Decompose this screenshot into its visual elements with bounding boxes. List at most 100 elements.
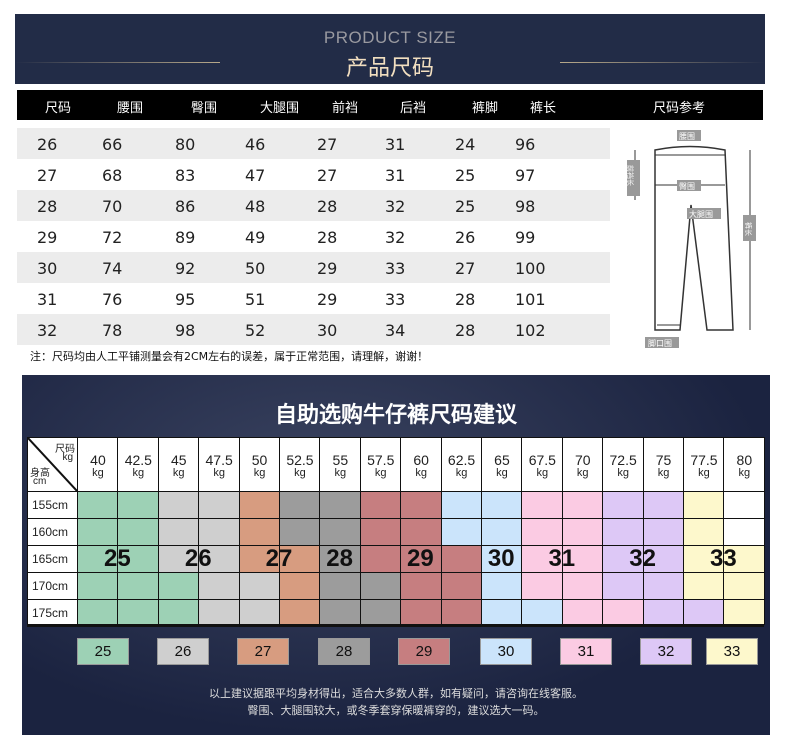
length-label: 裤长 (744, 222, 753, 236)
weight-value: 40 (90, 452, 106, 468)
table-cell: 74 (102, 259, 123, 278)
col-header: 裤脚 (472, 101, 499, 116)
legend-31: 31 (560, 638, 612, 665)
size-cell-31 (561, 599, 604, 625)
table-cell: 27 (317, 135, 338, 154)
size-cell-29 (359, 491, 402, 520)
size-cell-29 (400, 599, 443, 625)
front-rise-label: 前裆长 (626, 165, 635, 186)
table-cell: 52 (245, 321, 266, 340)
table-cell: 89 (175, 228, 196, 247)
size-cell-26 (238, 572, 281, 601)
table-cell: 33 (385, 259, 406, 278)
size-cell-30 (481, 572, 523, 601)
weight-header: 50 kg (238, 437, 281, 493)
table-row: 30 74 92 50 29 33 27 100 (17, 252, 610, 283)
table-row: 26 66 80 46 27 31 24 96 (17, 128, 610, 159)
weight-unit: kg (374, 467, 387, 479)
size-cell-28 (279, 491, 321, 520)
table-cell: 51 (245, 290, 266, 309)
size-cell-25 (117, 518, 160, 547)
size-cell-25 (157, 572, 200, 601)
corner-cell: 尺码 kg 身高 cm (27, 437, 79, 493)
weight-value: 57.5 (367, 452, 395, 468)
weight-value: 47.5 (205, 452, 233, 468)
legend-26: 26 (157, 638, 209, 665)
table-row: 29 72 89 49 28 32 26 99 (17, 221, 610, 252)
corner-kg: kg (62, 452, 73, 463)
size-cell-26 (198, 572, 241, 601)
weight-unit: kg (415, 467, 427, 479)
size-cell-28 (319, 518, 362, 547)
size-cell-30 (521, 599, 564, 625)
legend-29: 29 (398, 638, 450, 665)
size-cell-none (723, 491, 766, 520)
size-cell-31 (521, 491, 564, 520)
table-cell: 72 (102, 228, 123, 247)
table-cell: 32 (385, 197, 406, 216)
table-cell: 46 (245, 135, 266, 154)
table-cell: 28 (317, 197, 338, 216)
size-cell-25 (77, 599, 119, 625)
legend-27: 27 (237, 638, 289, 665)
size-cell-33 (723, 599, 766, 625)
weight-value: 70 (574, 452, 591, 468)
table-cell: 31 (385, 166, 406, 185)
weight-value: 80 (736, 452, 753, 468)
size-cell-32 (642, 491, 685, 520)
size-cell-28 (319, 599, 362, 625)
size-cell-32 (602, 491, 645, 520)
table-cell: 47 (245, 166, 266, 185)
waist-label: 腰围 (679, 132, 695, 141)
weight-unit: kg (294, 467, 306, 479)
weight-value: 45 (170, 452, 187, 468)
weight-value: 42.5 (124, 452, 152, 468)
table-cell: 101 (515, 290, 546, 309)
weight-value: 55 (332, 452, 349, 468)
corner-height: 身高 (30, 468, 50, 479)
table-row: 27 68 83 47 27 31 25 97 (17, 159, 610, 190)
height-label: 175cm (27, 599, 79, 625)
size-cell-26 (157, 491, 200, 520)
weight-header: 40 kg (77, 437, 119, 493)
weight-value: 65 (494, 452, 510, 468)
table-cell: 27 (37, 166, 58, 185)
size-cell-25 (77, 491, 119, 520)
weight-header: 57.5 kg (359, 437, 402, 493)
size-cell-30 (481, 545, 523, 574)
title-en: PRODUCT SIZE (323, 28, 457, 47)
size-cell-26 (198, 599, 241, 625)
weight-value: 77.5 (690, 452, 718, 468)
table-cell: 31 (37, 290, 58, 309)
size-cell-25 (157, 599, 200, 625)
table-cell: 78 (102, 321, 123, 340)
size-cell-31 (561, 545, 604, 574)
weight-header: 70 kg (561, 437, 604, 493)
weight-unit: kg (132, 467, 145, 479)
pants-diagram: 腰围 臀围 大腿围 前裆长 裤长 脚口围 (626, 130, 756, 348)
size-cell-29 (440, 545, 483, 574)
hip-label: 臀围 (679, 182, 695, 191)
weight-header: 52.5 kg (279, 437, 321, 493)
table-cell: 100 (515, 259, 546, 278)
col-header: 后裆 (400, 101, 427, 116)
weight-unit: kg (213, 467, 225, 479)
size-cell-28 (319, 491, 362, 520)
size-cell-29 (359, 518, 402, 547)
table-cell: 98 (515, 197, 536, 216)
size-table: 26 66 80 46 27 31 24 96 27 68 83 47 27 31 25 97 28 70 86 48… (17, 128, 610, 345)
size-cell-27 (279, 599, 321, 625)
weight-header: 65 kg (481, 437, 523, 493)
size-cell-26 (198, 491, 241, 520)
weight-value: 67.5 (528, 452, 556, 468)
size-label: 32 (629, 545, 656, 572)
legend-25: 25 (77, 638, 129, 665)
size-cell-31 (521, 518, 564, 547)
size-cell-31 (602, 599, 645, 625)
size-cell-30 (481, 491, 523, 520)
size-cell-33 (683, 518, 725, 547)
size-cell-33 (723, 545, 766, 574)
size-cell-30 (440, 491, 483, 520)
size-cell-28 (279, 518, 321, 547)
table-cell: 80 (175, 135, 196, 154)
